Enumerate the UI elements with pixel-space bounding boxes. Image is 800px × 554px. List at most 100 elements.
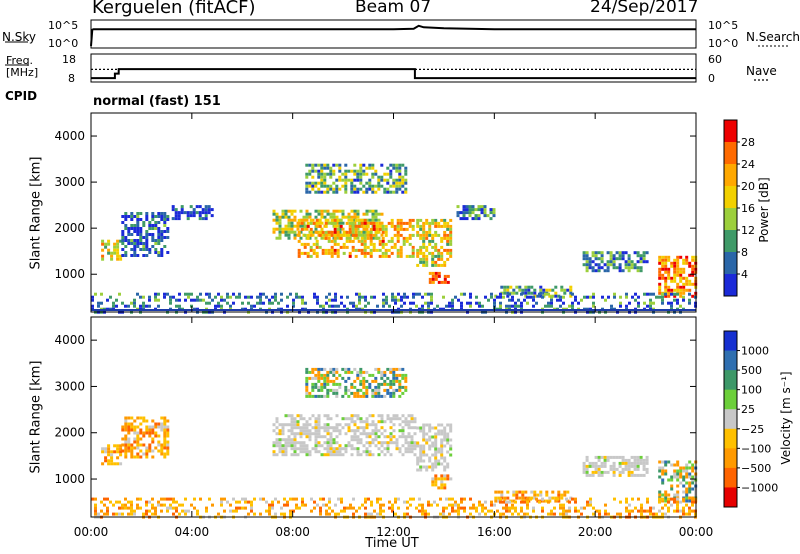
vel-cell — [676, 503, 679, 507]
vel-cell — [329, 447, 333, 451]
power-cell — [390, 218, 394, 222]
vel-cell — [392, 373, 396, 377]
power-cell — [369, 236, 373, 240]
power-cell — [353, 236, 357, 240]
vel-cell — [136, 446, 140, 450]
power-cell — [392, 178, 396, 182]
vel-cell — [577, 509, 580, 513]
power-cell — [682, 291, 686, 295]
power-cell — [121, 221, 125, 224]
vel-cell — [379, 506, 382, 510]
vel-cell — [416, 444, 420, 448]
power-cell — [399, 221, 403, 225]
vel-cell — [688, 496, 692, 500]
power-cell — [204, 211, 208, 215]
power-cell — [124, 224, 128, 227]
vel-cell — [359, 373, 363, 377]
vel-cell — [211, 503, 214, 507]
power-cell — [559, 298, 562, 302]
vel-cell — [299, 441, 303, 445]
power-cell — [142, 295, 145, 299]
power-cell — [673, 270, 677, 274]
velocity-colorbar-tick-label: −25 — [741, 423, 764, 436]
vel-cell — [323, 453, 327, 457]
power-cell — [275, 218, 279, 222]
power-cell — [440, 257, 444, 261]
vel-cell — [603, 455, 607, 459]
vel-cell — [121, 425, 125, 429]
power-cell — [148, 298, 151, 302]
vel-cell — [107, 444, 111, 448]
vel-cell — [421, 506, 424, 510]
vel-cell — [380, 450, 384, 454]
power-cell — [691, 264, 695, 268]
power-cell — [160, 239, 164, 242]
power-cell — [627, 269, 631, 273]
power-cell — [290, 230, 294, 234]
vel-cell — [545, 493, 549, 497]
power-cell — [419, 227, 423, 231]
vel-cell — [658, 490, 662, 494]
vel-cell — [410, 420, 414, 424]
vel-cell — [554, 499, 558, 503]
vel-cell — [344, 367, 348, 371]
vel-cell — [247, 500, 250, 504]
vel-cell — [332, 388, 336, 392]
vel-cell — [592, 512, 595, 516]
power-cell — [440, 224, 444, 228]
vel-cell — [166, 443, 170, 447]
vel-cell — [305, 367, 309, 371]
power-cell — [380, 175, 384, 179]
vel-cell — [311, 426, 315, 430]
power-cell — [685, 255, 689, 259]
power-cell — [398, 163, 402, 167]
vel-cell — [386, 391, 390, 395]
power-cell — [550, 301, 553, 305]
power-cell — [378, 227, 382, 231]
power-cell — [394, 295, 397, 299]
power-cell — [428, 251, 432, 255]
power-cell — [341, 178, 345, 182]
vel-cell — [166, 506, 169, 510]
power-cell — [405, 236, 409, 240]
power-cell — [163, 292, 166, 296]
power-cell — [124, 236, 128, 239]
vel-cell — [121, 506, 124, 510]
vel-cell — [380, 370, 384, 374]
power-cell — [363, 221, 367, 225]
power-cell — [607, 295, 610, 299]
vel-cell — [328, 512, 331, 516]
vel-cell — [499, 497, 502, 501]
vel-cell — [329, 435, 333, 439]
vel-cell — [317, 435, 321, 439]
power-cell — [163, 245, 167, 248]
vel-cell — [497, 499, 501, 503]
nave-label: Nave — [746, 64, 777, 78]
power-cell — [293, 233, 297, 237]
vel-cell — [362, 391, 366, 395]
power-cell — [419, 257, 423, 261]
vel-cell — [606, 455, 610, 459]
power-cell — [585, 269, 589, 273]
vel-cell — [130, 443, 134, 447]
vel-cell — [494, 499, 498, 503]
power-cell — [334, 295, 337, 299]
power-cell — [612, 260, 616, 264]
power-cell — [336, 230, 340, 234]
vel-cell — [314, 429, 318, 433]
vel-cell — [389, 453, 393, 457]
power-cell — [422, 257, 426, 261]
power-cell — [339, 245, 343, 249]
power-cell — [350, 190, 354, 194]
vel-cell — [103, 503, 106, 507]
vel-cell — [317, 426, 321, 430]
power-cell — [381, 224, 385, 228]
vel-cell — [347, 429, 351, 433]
power-cell — [431, 257, 435, 261]
power-cell — [121, 248, 125, 251]
power-cell — [366, 233, 370, 237]
power-cell — [591, 260, 595, 264]
power-cell — [478, 301, 481, 305]
vel-cell — [106, 506, 109, 510]
power-cell — [275, 227, 279, 231]
